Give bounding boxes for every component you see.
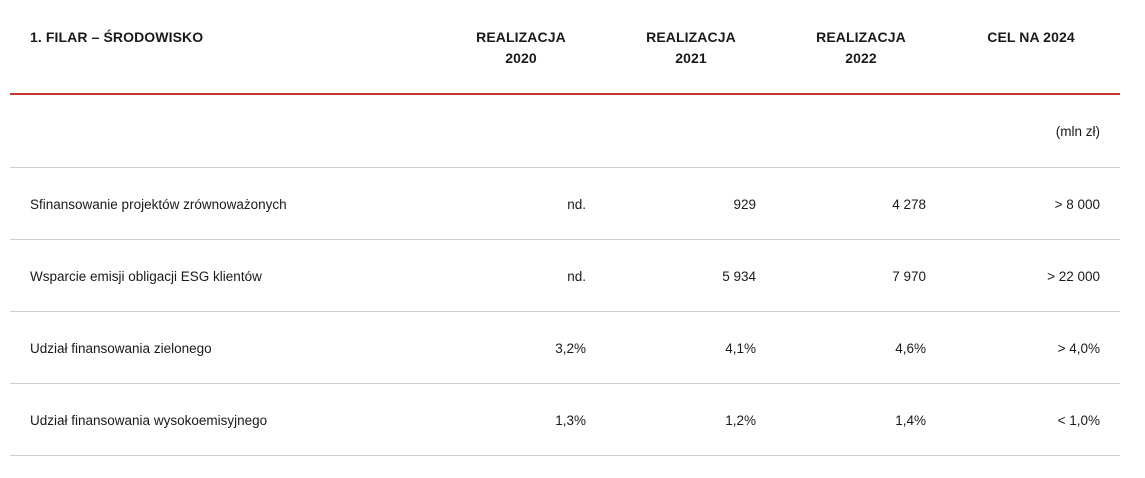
column-header-line2: 2021 bbox=[675, 50, 707, 66]
unit-label: (mln zł) bbox=[1055, 124, 1100, 139]
column-header-2022: REALIZACJA 2022 bbox=[801, 27, 921, 69]
column-header-line2: 2022 bbox=[845, 50, 877, 66]
table-title: 1. FILAR – ŚRODOWISKO bbox=[30, 29, 204, 45]
column-header-target-2024: CEL NA 2024 bbox=[971, 27, 1091, 48]
table-row: Sfinansowanie projektów zrównoważonych n… bbox=[10, 168, 1120, 240]
value-2022: 4 278 bbox=[892, 197, 926, 212]
unit-row: (mln zł) bbox=[10, 95, 1120, 168]
row-label: Udział finansowania wysokoemisyjnego bbox=[30, 413, 268, 428]
column-header-2020: REALIZACJA 2020 bbox=[461, 27, 581, 69]
value-2021: 4,1% bbox=[725, 341, 756, 356]
value-target-2024: > 8 000 bbox=[1054, 197, 1100, 212]
value-2022: 1,4% bbox=[895, 413, 926, 428]
column-header-line1: REALIZACJA bbox=[816, 29, 906, 45]
value-2020: 1,3% bbox=[555, 413, 586, 428]
value-2022: 4,6% bbox=[895, 341, 926, 356]
value-2020: 3,2% bbox=[555, 341, 586, 356]
value-2021: 929 bbox=[733, 197, 756, 212]
environment-pillar-table: 1. FILAR – ŚRODOWISKO REALIZACJA 2020 RE… bbox=[10, 0, 1120, 456]
value-2020: nd. bbox=[567, 269, 586, 284]
column-header-line1: CEL NA 2024 bbox=[987, 29, 1075, 45]
value-target-2024: > 22 000 bbox=[1047, 269, 1100, 284]
table-row: Wsparcie emisji obligacji ESG klientów n… bbox=[10, 240, 1120, 312]
row-label: Sfinansowanie projektów zrównoważonych bbox=[30, 197, 287, 212]
value-2020: nd. bbox=[567, 197, 586, 212]
value-target-2024: > 4,0% bbox=[1057, 341, 1100, 356]
column-header-2021: REALIZACJA 2021 bbox=[631, 27, 751, 69]
value-target-2024: < 1,0% bbox=[1057, 413, 1100, 428]
value-2021: 1,2% bbox=[725, 413, 756, 428]
value-2022: 7 970 bbox=[892, 269, 926, 284]
table-row: Udział finansowania wysokoemisyjnego 1,3… bbox=[10, 384, 1120, 456]
column-header-line1: REALIZACJA bbox=[476, 29, 566, 45]
row-label: Wsparcie emisji obligacji ESG klientów bbox=[30, 269, 262, 284]
table-row: Udział finansowania zielonego 3,2% 4,1% … bbox=[10, 312, 1120, 384]
row-label: Udział finansowania zielonego bbox=[30, 341, 212, 356]
value-2021: 5 934 bbox=[722, 269, 756, 284]
column-header-line1: REALIZACJA bbox=[646, 29, 736, 45]
column-header-line2: 2020 bbox=[505, 50, 537, 66]
table-header: 1. FILAR – ŚRODOWISKO REALIZACJA 2020 RE… bbox=[10, 0, 1120, 95]
